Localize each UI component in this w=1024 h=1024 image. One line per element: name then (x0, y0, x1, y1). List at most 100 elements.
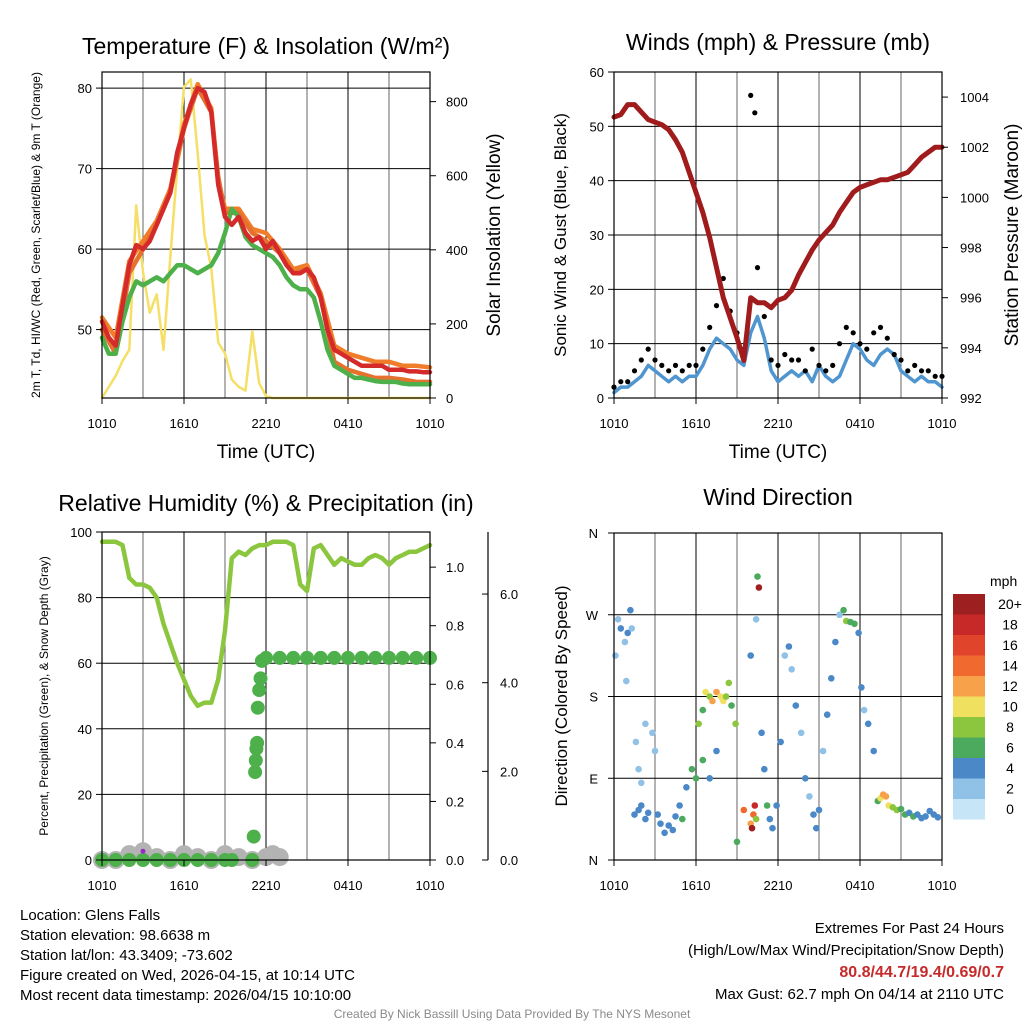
gust-dot (782, 351, 788, 358)
gust-dot (672, 362, 679, 368)
rh-xtick-label: 1010 (88, 878, 117, 893)
gust-dot (905, 368, 911, 374)
rh-ytick-label: 60 (78, 656, 92, 671)
direction-point (638, 779, 645, 787)
temp-xtick-label: 1010 (416, 416, 445, 431)
precip-ytick-label: 0.8 (446, 619, 464, 634)
direction-point (692, 775, 700, 782)
direction-point (851, 620, 858, 628)
gust-dot (659, 362, 665, 368)
precip-dot (259, 650, 273, 665)
legend-label: 8 (1006, 719, 1014, 735)
solar-ytick-label: 400 (446, 243, 468, 258)
legend-title: mph (990, 573, 1017, 589)
rh-ytick-label: 40 (78, 722, 92, 737)
legend-swatch (953, 594, 985, 615)
wind-xlabel: Time (UTC) (729, 442, 828, 463)
direction-point (632, 738, 640, 746)
gust-dot (625, 379, 631, 385)
direction-point (669, 826, 677, 834)
gust-dot (850, 330, 856, 336)
precip-dot (246, 829, 261, 844)
temp-xtick-label: 2210 (252, 416, 281, 431)
gust-dot (631, 368, 638, 374)
pressure-line (611, 102, 945, 363)
solar-ytick-label: 800 (446, 95, 468, 110)
direction-point (706, 775, 713, 782)
precip-ytick-label: 1.0 (446, 560, 464, 575)
direction-point (828, 675, 835, 682)
gust-dot (802, 368, 808, 374)
legend-label: 14 (1002, 658, 1018, 674)
gust-dot (898, 357, 904, 363)
direction-point (725, 679, 733, 687)
gust-dot (830, 362, 836, 368)
precip-dot (248, 753, 263, 768)
direction-point (832, 638, 839, 646)
gust-dot (864, 346, 870, 352)
temp-series-line (99, 85, 433, 375)
direction-point (781, 652, 789, 659)
direction-point (654, 811, 661, 818)
snow-ytick-label: 6.0 (500, 587, 518, 602)
legend-swatch (953, 758, 985, 779)
precip-dot (354, 650, 369, 665)
wind-ytick-label: 10 (590, 337, 604, 352)
direction-point (695, 720, 702, 728)
gust-dot (768, 357, 774, 363)
gust-dot (925, 368, 931, 374)
precip-dot (250, 700, 265, 715)
direction-point (651, 747, 659, 755)
direction-point (642, 720, 649, 728)
temp-series-line (99, 206, 433, 387)
gust-dot (912, 362, 918, 368)
temp-xtick-label: 0410 (334, 416, 363, 431)
location-text: Location: Glens Falls (20, 907, 161, 924)
direction-point (792, 702, 800, 709)
pressure-ytick-label: 1002 (960, 140, 989, 155)
direction-point (769, 824, 776, 832)
temp-ytick-label: 70 (78, 162, 92, 177)
pressure-ylabel: Station Pressure (Maroon) (1002, 124, 1023, 347)
direction-point (733, 838, 741, 846)
direction-point (840, 606, 847, 614)
wind-ylabel: Sonic Wind & Gust (Blue, Black) (551, 113, 570, 357)
dir-ylabel: Direction (Colored By Speed) (552, 585, 571, 806)
direction-point (635, 765, 642, 773)
direction-point (864, 720, 872, 728)
direction-point (679, 815, 686, 823)
direction-point (624, 629, 631, 637)
direction-point (870, 747, 877, 755)
gust-dot (871, 330, 877, 336)
dir-ytick-label: E (589, 771, 598, 786)
legend-swatch (953, 737, 985, 758)
gust-dot (761, 313, 767, 320)
gust-dot (700, 346, 706, 352)
pressure-ytick-label: 998 (960, 241, 982, 256)
gust-dot (666, 368, 672, 374)
precip-dot (248, 765, 263, 780)
pressure-ytick-label: 994 (960, 341, 982, 356)
precip-dot (286, 650, 301, 665)
direction-point (747, 652, 754, 659)
direction-point (777, 738, 784, 746)
rh-xtick-label: 2210 (252, 878, 281, 893)
rh-xtick-label: 1610 (170, 878, 199, 893)
wind-ytick-label: 20 (590, 282, 604, 297)
rh-ytick-label: 20 (78, 787, 92, 802)
snow-ytick-label: 4.0 (500, 676, 518, 691)
snow-ytick-label: 0.0 (500, 853, 518, 868)
pressure-ytick-label: 996 (960, 291, 982, 306)
direction-point (858, 684, 865, 691)
direction-point (785, 643, 793, 650)
gust-dot (932, 373, 938, 379)
legend-swatch (953, 614, 985, 635)
direction-point (642, 815, 649, 823)
direction-point (661, 829, 668, 837)
precip-ytick-label: 0.2 (446, 794, 464, 809)
legend-swatch (953, 676, 985, 697)
legend-label: 4 (1006, 760, 1014, 776)
winds-panel: 0 10 20 30 40 50 60 992 994 996 998 1000 1002 1004 101… (551, 29, 1023, 463)
direction-point (836, 611, 843, 619)
